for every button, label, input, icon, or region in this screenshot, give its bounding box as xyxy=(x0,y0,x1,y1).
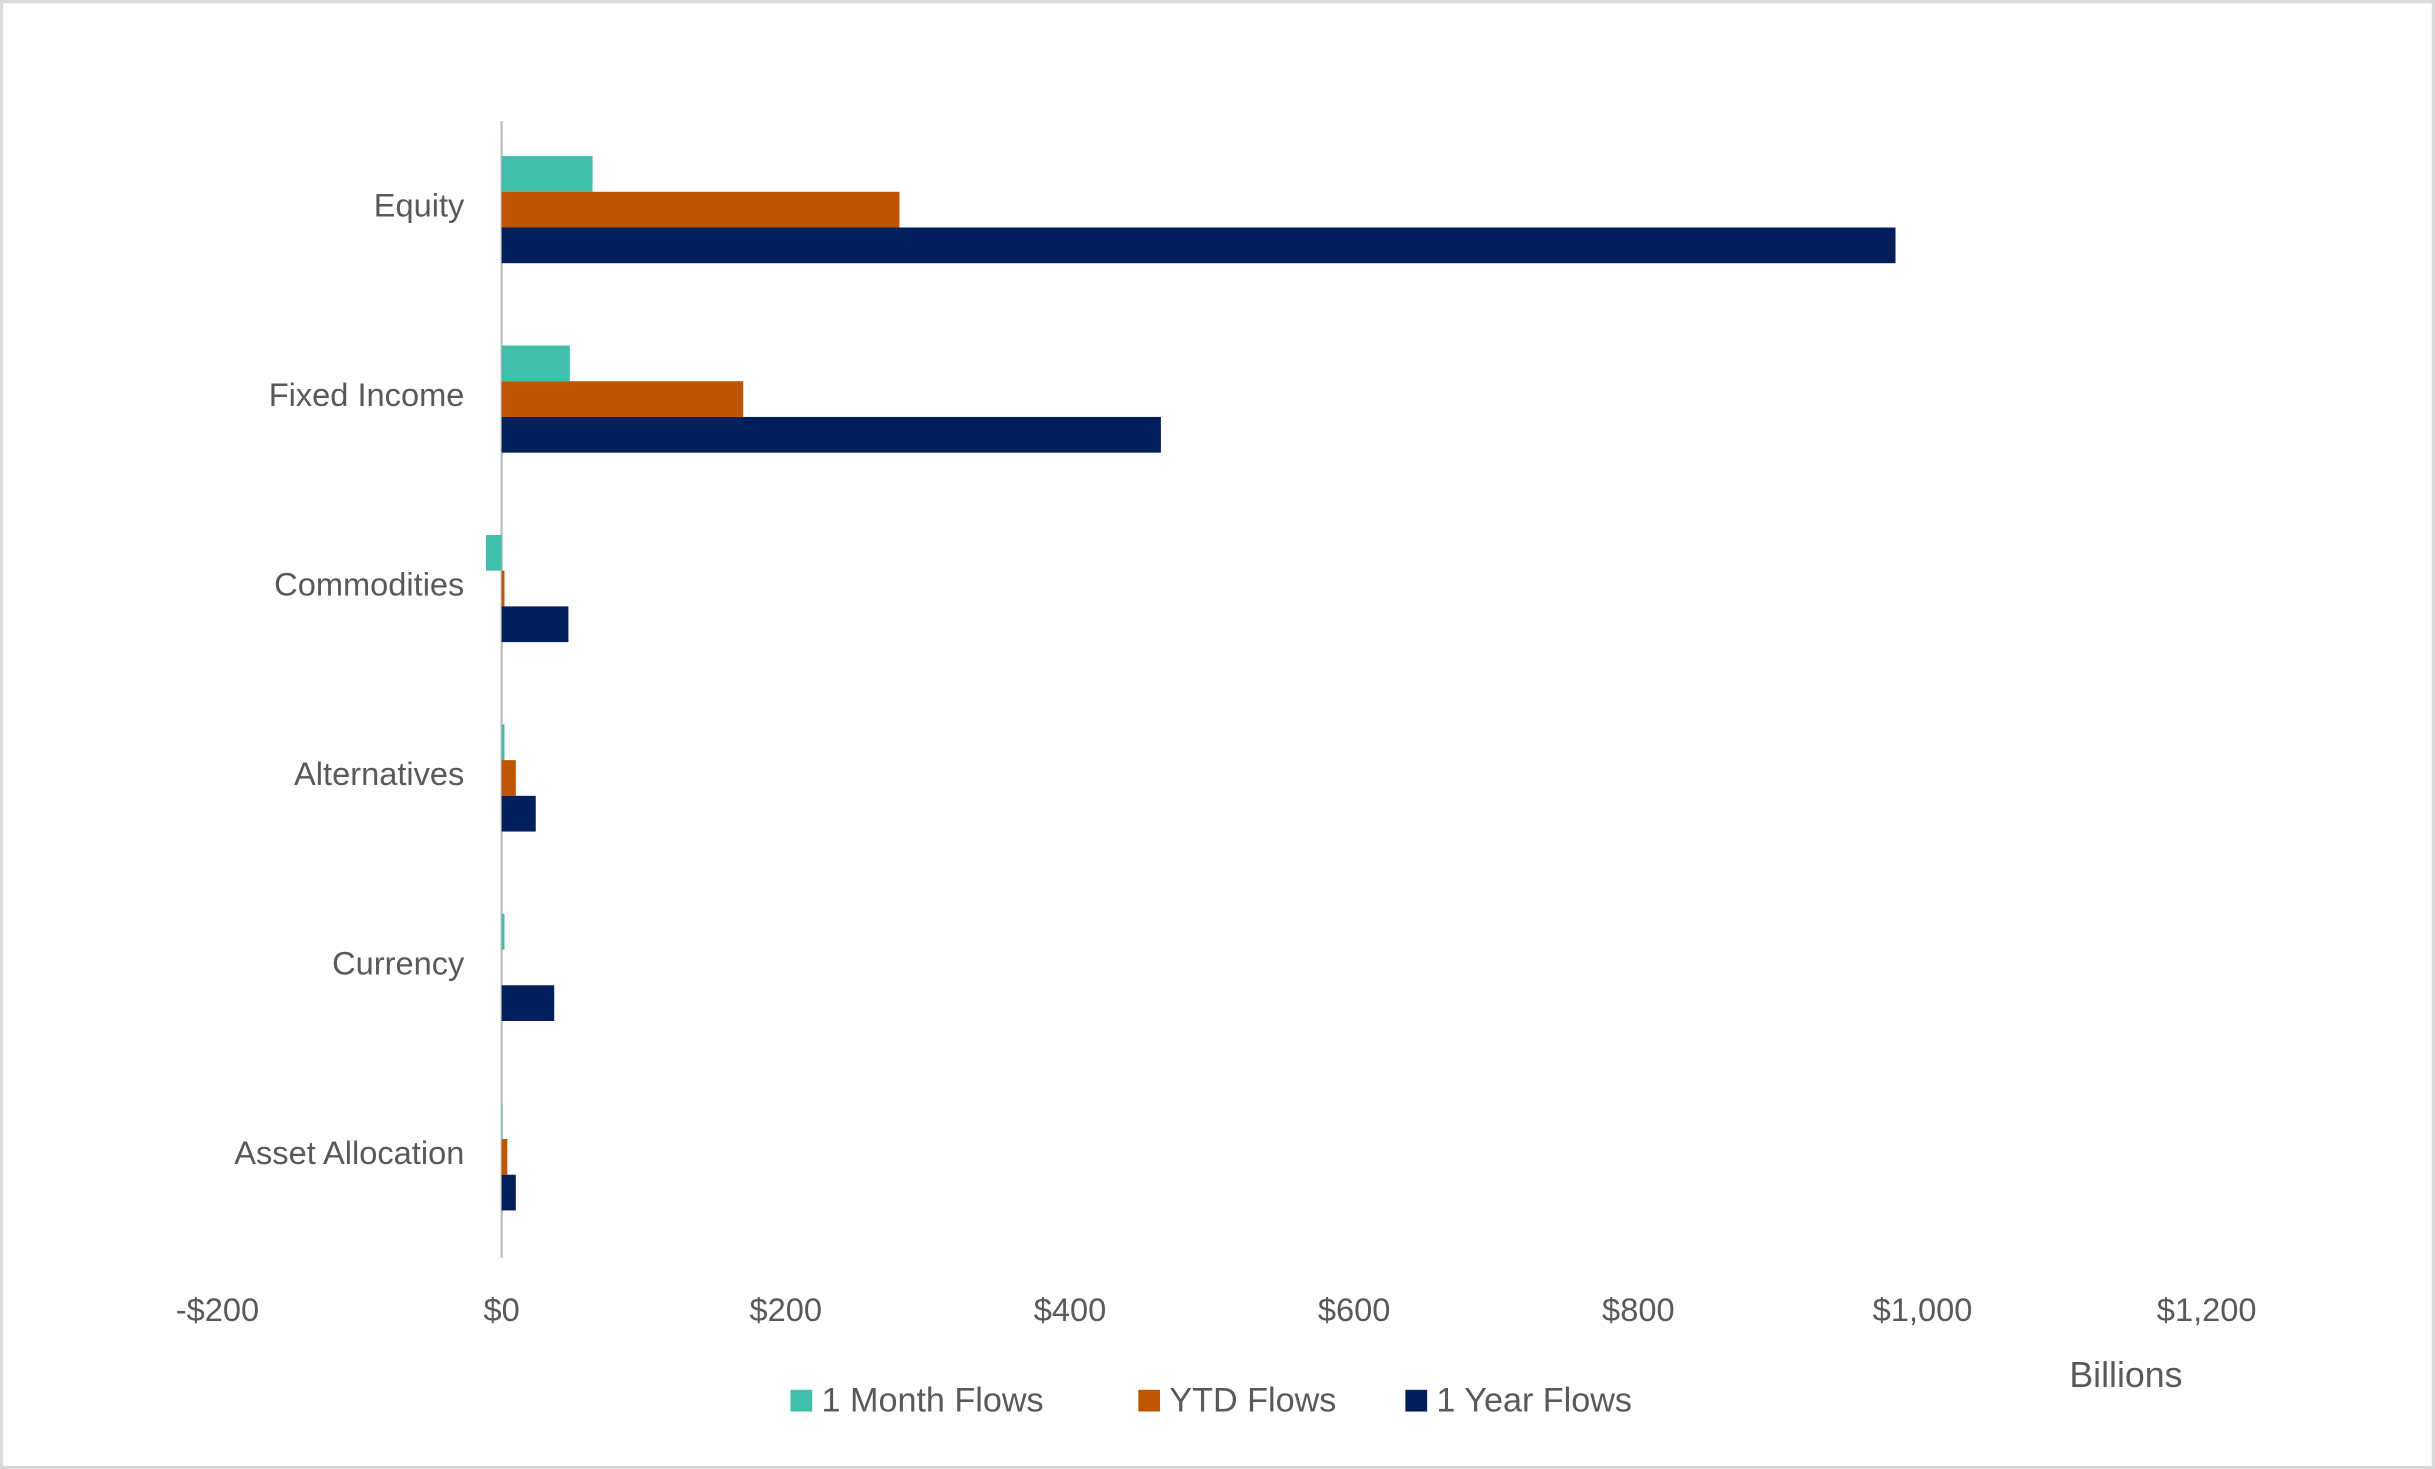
y-tick-label: Commodities xyxy=(274,566,464,603)
x-tick-label: $800 xyxy=(1602,1291,1675,1328)
bar xyxy=(501,570,505,607)
bar xyxy=(486,534,502,571)
bar xyxy=(501,606,569,643)
bar xyxy=(501,227,1896,264)
legend-label: 1 Year Flows xyxy=(1436,1381,1632,1419)
bar xyxy=(501,913,505,950)
bar xyxy=(501,985,555,1022)
bar xyxy=(501,760,516,796)
x-tick-label: $400 xyxy=(1034,1291,1107,1328)
bar xyxy=(501,1139,508,1175)
y-tick-label: Asset Allocation xyxy=(234,1134,464,1171)
legend-label: 1 Month Flows xyxy=(822,1381,1044,1419)
y-tick-label: Fixed Income xyxy=(269,376,465,413)
bar xyxy=(501,416,1161,453)
legend-swatch xyxy=(1138,1389,1161,1412)
bar xyxy=(501,191,900,228)
bar xyxy=(501,795,536,832)
y-tick-label: Alternatives xyxy=(294,755,464,792)
legend-swatch xyxy=(790,1389,813,1412)
x-axis-label: Billions xyxy=(2069,1355,2182,1395)
x-tick-label: $0 xyxy=(484,1291,520,1328)
bar xyxy=(501,381,744,417)
legend-label: YTD Flows xyxy=(1169,1381,1336,1419)
bar xyxy=(501,724,505,761)
x-tick-label: -$200 xyxy=(176,1291,259,1328)
bar xyxy=(501,345,570,382)
x-tick-label: $1,000 xyxy=(1873,1291,1973,1328)
x-tick-label: $600 xyxy=(1318,1291,1391,1328)
bar xyxy=(501,156,593,192)
y-tick-label: Equity xyxy=(374,187,465,224)
legend-swatch xyxy=(1405,1389,1428,1412)
bar xyxy=(501,1103,503,1140)
x-tick-label: $200 xyxy=(750,1291,823,1328)
bar xyxy=(501,1174,516,1211)
y-tick-label: Currency xyxy=(332,944,465,981)
x-tick-label: $1,200 xyxy=(2157,1291,2257,1328)
